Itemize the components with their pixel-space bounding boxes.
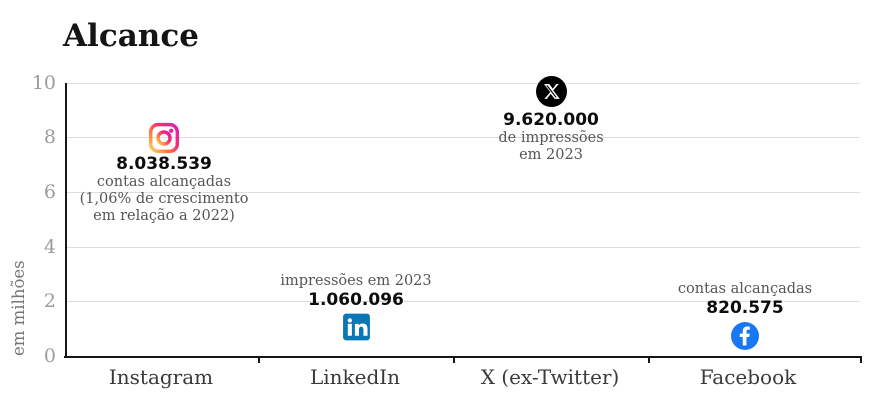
y-tick-label: 2 [43, 290, 56, 312]
data-point-x: 9.620.000 de impressões em 2023 [441, 76, 661, 164]
annotation-line: em 2023 [519, 147, 583, 163]
value-label: 1.060.096 [308, 290, 404, 310]
y-tick-label: 10 [31, 72, 56, 94]
annotation-line: em relação a 2022) [93, 208, 235, 224]
annotation-line: de impressões [498, 130, 604, 146]
gridline-10 [65, 83, 860, 84]
data-point-facebook: contas alcançadas 820.575 [635, 281, 855, 350]
value-label: 8.038.539 [116, 154, 212, 174]
category-label-instagram: Instagram [108, 365, 214, 389]
x-axis-tick [860, 358, 862, 363]
y-tick-label: 6 [43, 181, 56, 203]
gridline-8 [65, 137, 860, 138]
y-axis-title: em milhões [9, 260, 28, 356]
x-axis-tick [648, 358, 650, 363]
gridline-2 [65, 301, 860, 302]
category-label-linkedin: LinkedIn [309, 365, 401, 389]
annotation-line: impressões em 2023 [280, 273, 432, 289]
annotation-line: (1,06% de crescimento [79, 191, 249, 207]
annotation-line: contas alcançadas [96, 174, 232, 190]
data-point-linkedin: impressões em 2023 1.060.096 [246, 273, 466, 341]
facebook-icon [635, 322, 855, 350]
y-tick-label: 0 [43, 345, 56, 367]
category-label-x: X (ex-Twitter) [480, 365, 620, 389]
x-axis-tick [258, 358, 260, 363]
page-title: Alcance [63, 18, 199, 54]
y-tick-label: 4 [43, 236, 56, 258]
data-point-instagram: 8.038.539 contas alcançadas (1,06% de cr… [54, 122, 274, 225]
annotation-line: contas alcançadas [677, 281, 813, 297]
gridline-6 [65, 192, 860, 193]
instagram-icon [54, 122, 274, 154]
linkedin-icon [246, 313, 466, 341]
y-tick-label: 8 [43, 126, 56, 148]
y-axis-line [65, 83, 67, 357]
value-label: 9.620.000 [503, 110, 599, 130]
gridline-4 [65, 247, 860, 248]
x-axis-line [64, 356, 862, 358]
x-axis-tick [453, 358, 455, 363]
x-icon [441, 76, 661, 107]
value-label: 820.575 [706, 298, 784, 318]
category-label-facebook: Facebook [699, 365, 797, 389]
